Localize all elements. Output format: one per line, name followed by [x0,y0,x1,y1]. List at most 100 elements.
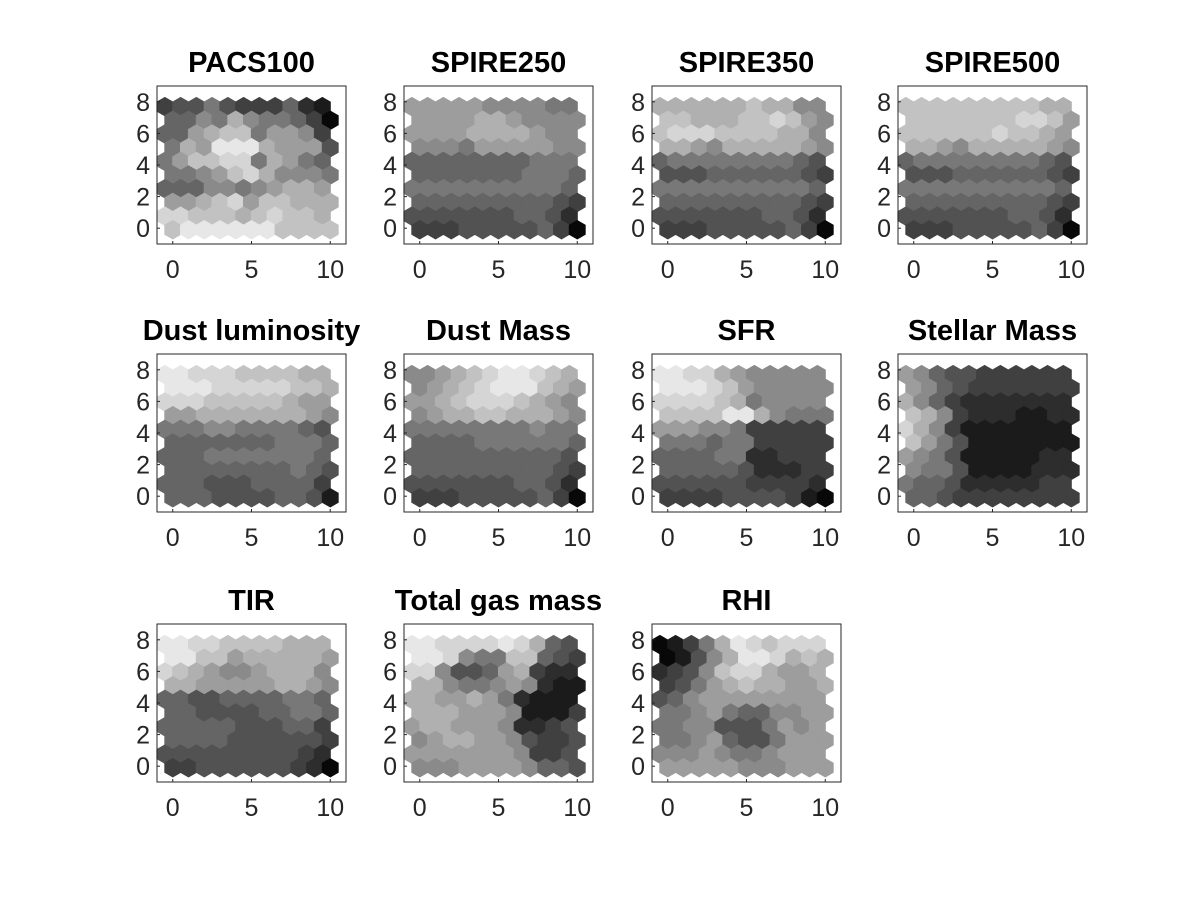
x-tick-label: 0 [413,524,427,552]
y-tick-label: 2 [631,452,645,480]
y-tick-label: 4 [631,420,645,448]
panel-title: Dust Mass [426,315,571,347]
x-tick-label: 0 [166,256,180,284]
y-tick-label: 4 [877,152,891,180]
x-tick-label: 0 [907,524,921,552]
y-tick-label: 8 [136,89,150,117]
x-tick-label: 5 [740,256,754,284]
hex-cells [897,364,1080,508]
y-tick-label: 6 [877,388,891,416]
x-tick-label: 10 [316,524,344,552]
y-tick-label: 4 [383,152,397,180]
x-tick-label: 10 [563,524,591,552]
x-tick-label: 0 [166,794,180,822]
panel-title: PACS100 [188,47,315,79]
som-panel: 0 5 10 0 2 4 6 8 Total gas mass [383,585,602,822]
y-tick-label: 6 [631,120,645,148]
y-tick-label: 4 [383,690,397,718]
panel-title: SFR [718,315,776,347]
x-tick-label: 5 [492,524,506,552]
panel-title: Total gas mass [395,585,602,617]
panel-title: Stellar Mass [908,315,1077,347]
x-tick-label: 10 [563,794,591,822]
som-panel: 0 5 10 0 2 4 6 8 Stellar Mass [877,315,1088,552]
y-tick-label: 2 [631,722,645,750]
hex-cells [156,96,339,240]
hex-cell [1062,220,1080,240]
x-tick-label: 0 [661,794,675,822]
hex-cells [403,364,586,508]
y-tick-label: 8 [877,89,891,117]
x-tick-label: 10 [316,794,344,822]
y-tick-label: 0 [383,215,397,243]
panel-title: SPIRE350 [679,47,814,79]
y-tick-label: 2 [877,452,891,480]
y-tick-label: 0 [136,215,150,243]
y-tick-label: 2 [136,722,150,750]
hex-cell [816,758,834,778]
x-tick-label: 0 [907,256,921,284]
panel-title: RHI [722,585,772,617]
y-tick-label: 6 [383,658,397,686]
som-panel: 0 5 10 0 2 4 6 8 TIR [136,585,347,822]
y-tick-label: 2 [631,184,645,212]
hex-cell [568,758,586,778]
y-tick-label: 2 [383,452,397,480]
y-tick-label: 8 [383,89,397,117]
y-tick-label: 4 [383,420,397,448]
x-tick-label: 5 [986,524,1000,552]
hex-cells [403,96,586,240]
hex-cells [651,634,834,778]
som-panel: 0 5 10 0 2 4 6 8 SPIRE500 [877,47,1088,284]
x-tick-label: 10 [563,256,591,284]
x-tick-label: 5 [492,256,506,284]
panel-title: SPIRE250 [431,47,566,79]
x-tick-label: 10 [1057,256,1085,284]
y-tick-label: 6 [136,658,150,686]
som-panel: 0 5 10 0 2 4 6 8 SPIRE350 [631,47,842,284]
y-tick-label: 2 [383,184,397,212]
x-tick-label: 5 [740,524,754,552]
hex-cell [321,488,339,508]
x-tick-label: 10 [316,256,344,284]
y-tick-label: 8 [383,357,397,385]
y-tick-label: 6 [383,120,397,148]
y-tick-label: 6 [631,388,645,416]
y-tick-label: 8 [631,627,645,655]
y-tick-label: 4 [136,152,150,180]
y-tick-label: 6 [631,658,645,686]
x-tick-label: 5 [245,794,259,822]
x-tick-label: 5 [740,794,754,822]
som-panel: 0 5 10 0 2 4 6 8 SPIRE250 [383,47,594,284]
hex-cells [156,634,339,778]
x-tick-label: 0 [413,794,427,822]
som-panel: 0 5 10 0 2 4 6 8 Dust luminosity [136,315,360,552]
y-tick-label: 6 [877,120,891,148]
panel-title: TIR [228,585,275,617]
x-tick-label: 0 [661,524,675,552]
y-tick-label: 8 [136,627,150,655]
hex-cells [156,364,339,508]
x-tick-label: 10 [811,524,839,552]
x-tick-label: 10 [811,256,839,284]
y-tick-label: 4 [136,690,150,718]
som-panel: 0 5 10 0 2 4 6 8 SFR [631,315,842,552]
x-tick-label: 5 [492,794,506,822]
hex-cell [568,220,586,240]
y-tick-label: 4 [136,420,150,448]
y-tick-label: 8 [631,89,645,117]
x-tick-label: 5 [245,256,259,284]
y-tick-label: 0 [631,753,645,781]
y-tick-label: 0 [383,753,397,781]
y-tick-label: 8 [877,357,891,385]
hex-cell [1062,488,1080,508]
y-tick-label: 2 [136,452,150,480]
y-tick-label: 4 [631,690,645,718]
x-tick-label: 0 [661,256,675,284]
y-tick-label: 0 [383,483,397,511]
som-panel: 0 5 10 0 2 4 6 8 Dust Mass [383,315,594,552]
hex-cells [651,96,834,240]
x-tick-label: 0 [413,256,427,284]
y-tick-label: 0 [136,483,150,511]
